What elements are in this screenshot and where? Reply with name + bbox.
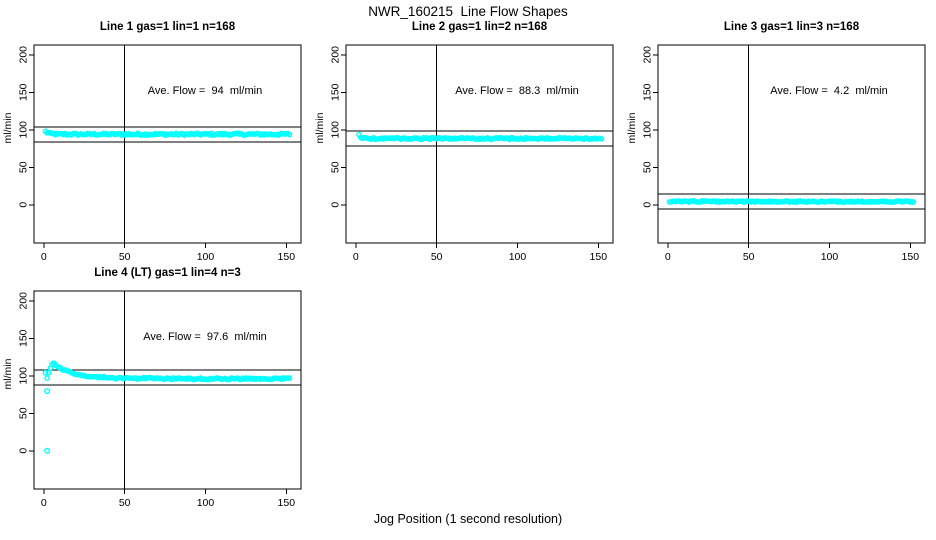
y-tick-label: 100 [18,367,30,385]
panel-title: Line 3 gas=1 lin=3 n=168 [723,21,860,33]
plot-area: 0 50 100 150 0 50 100 150 200 [330,44,614,263]
data-point [44,375,50,381]
x-tick-label: 100 [197,251,215,263]
x-tick-label: 100 [821,251,839,263]
x-tick-label: 50 [743,251,755,263]
y-tick-label: 150 [18,329,30,347]
panel-title: Line 2 gas=1 lin=2 n=168 [411,21,548,33]
panel-line-1: Line 1 gas=1 lin=1 n=168 ml/min Ave. Flo… [0,18,312,270]
ave-flow-annotation: Ave. Flow = 94 ml/min [147,85,263,97]
y-tick-label: 50 [18,407,30,419]
y-tick-label: 50 [330,161,342,173]
data-point [910,199,917,205]
x-tick-label: 150 [902,251,920,263]
x-tick-label: 100 [197,497,215,509]
outlier-point [44,388,51,395]
ave-flow-annotation: Ave. Flow = 97.6 ml/min [143,331,267,343]
plot-area: 0 50 100 150 0 50 100 150 200 [18,290,302,509]
ave-flow-annotation: Ave. Flow = 4.2 ml/min [770,85,888,97]
x-tick-label: 50 [431,251,443,263]
x-tick-label: 50 [119,251,131,263]
x-tick-label: 0 [41,497,47,509]
data-point [598,136,605,142]
panel-line-3: Line 3 gas=1 lin=3 n=168 ml/min Ave. Flo… [624,18,936,270]
data-point [45,370,52,376]
x-tick-label: 50 [119,497,131,509]
data-point [286,375,293,381]
figure-title: NWR_160215 Line Flow Shapes [368,4,568,19]
panel-title: Line 4 (LT) gas=1 lin=4 n=3 [94,267,241,279]
y-tick-label: 50 [642,161,654,173]
y-tick-label: 200 [642,46,654,64]
outlier-point [44,447,51,454]
x-tick-label: 100 [509,251,527,263]
plot-box [657,44,926,244]
x-tick-label: 150 [590,251,608,263]
y-tick-label: 100 [330,121,342,139]
panel-line-2: Line 2 gas=1 lin=2 n=168 ml/min Ave. Flo… [312,18,624,270]
y-tick-label: 200 [330,46,342,64]
y-tick-label: 0 [18,202,30,208]
x-tick-label: 0 [41,251,47,263]
y-tick-label: 200 [18,46,30,64]
x-tick-label: 0 [665,251,671,263]
panel-line-4: Line 4 (LT) gas=1 lin=4 n=3 ml/min Ave. … [0,264,312,516]
plot-box [33,290,302,490]
x-tick-label: 150 [278,497,296,509]
plot-box [33,44,302,244]
y-tick-label: 0 [18,448,30,454]
plot-area: 0 50 100 150 0 50 100 150 200 [18,44,302,263]
ave-flow-annotation: Ave. Flow = 88.3 ml/min [455,85,579,97]
y-tick-label: 200 [18,292,30,310]
y-tick-label: 0 [330,202,342,208]
y-tick-label: 150 [330,83,342,101]
y-tick-label: 50 [18,161,30,173]
data-point [286,131,293,138]
plot-box [345,44,614,244]
y-tick-label: 100 [18,121,30,139]
x-tick-label: 150 [278,251,296,263]
outlier-point [42,369,49,376]
figure-x-axis-label: Jog Position (1 second resolution) [373,512,563,526]
y-tick-label: 100 [642,121,654,139]
y-tick-label: 150 [642,83,654,101]
panel-title: Line 1 gas=1 lin=1 n=168 [99,21,236,33]
plot-area: 0 50 100 150 0 50 100 150 200 [642,44,926,263]
y-tick-label: 0 [642,202,654,208]
y-tick-label: 150 [18,83,30,101]
x-tick-label: 0 [353,251,359,263]
